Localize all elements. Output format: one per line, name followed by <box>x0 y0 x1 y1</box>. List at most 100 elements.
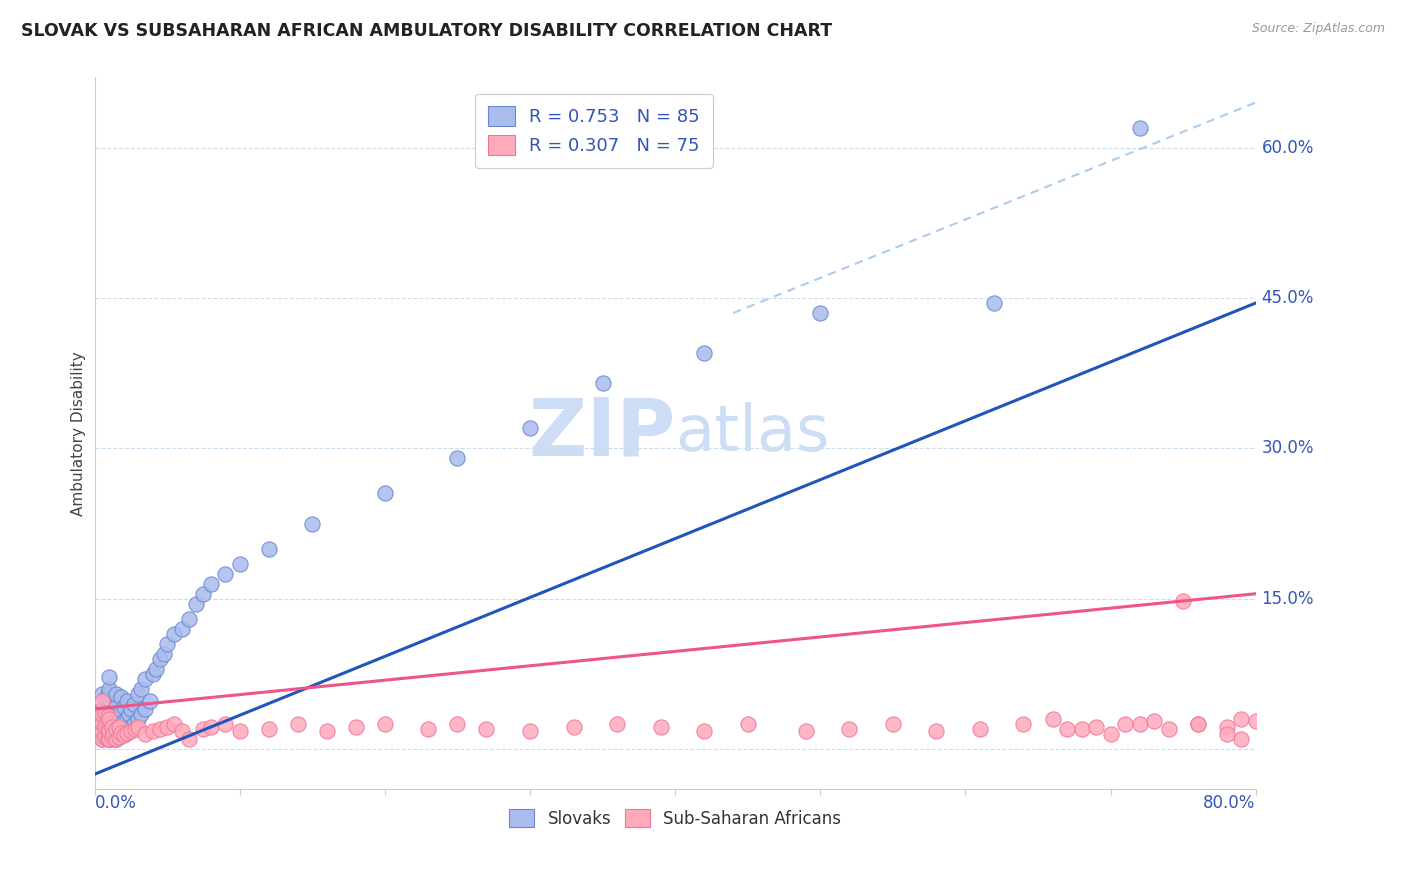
Point <box>90 732 112 747</box>
Point <box>112 728 135 742</box>
Point <box>97 732 120 747</box>
Point <box>737 717 759 731</box>
Point <box>108 720 131 734</box>
Point <box>98 709 121 723</box>
Point <box>134 702 156 716</box>
Point <box>138 694 160 708</box>
Point <box>163 627 186 641</box>
Point <box>153 647 176 661</box>
Point <box>103 727 125 741</box>
Point <box>93 706 115 720</box>
Point <box>120 724 142 739</box>
Point <box>1244 714 1267 728</box>
Point <box>103 720 125 734</box>
Point <box>214 717 236 731</box>
Point <box>110 704 132 718</box>
Point <box>103 706 125 721</box>
Point <box>93 727 115 741</box>
Point <box>97 722 120 736</box>
Point <box>108 720 131 734</box>
Point <box>134 672 156 686</box>
Point <box>519 724 541 739</box>
Point <box>97 687 120 701</box>
Text: atlas: atlas <box>675 402 830 465</box>
Point <box>374 486 396 500</box>
Point <box>127 720 149 734</box>
Text: Source: ZipAtlas.com: Source: ZipAtlas.com <box>1251 22 1385 36</box>
Point <box>1187 717 1209 731</box>
Point <box>110 690 132 704</box>
Point <box>105 700 128 714</box>
Point <box>105 732 128 747</box>
Point <box>650 720 672 734</box>
Point <box>446 717 468 731</box>
Point <box>969 722 991 736</box>
Point <box>93 717 115 731</box>
Point <box>838 722 860 736</box>
Point <box>1056 722 1078 736</box>
Point <box>925 724 948 739</box>
Text: 15.0%: 15.0% <box>1261 590 1315 607</box>
Point <box>90 722 112 736</box>
Point <box>118 722 141 736</box>
Point <box>193 587 215 601</box>
Point <box>177 732 200 747</box>
Point <box>108 706 131 721</box>
Point <box>105 724 128 739</box>
Point <box>134 727 156 741</box>
Point <box>344 720 367 734</box>
Point <box>127 712 149 726</box>
Point <box>97 712 120 726</box>
Point <box>592 376 614 391</box>
Point <box>794 724 817 739</box>
Text: 30.0%: 30.0% <box>1261 440 1315 458</box>
Point <box>1173 593 1195 607</box>
Point <box>98 732 121 747</box>
Point <box>186 597 208 611</box>
Point <box>228 724 250 739</box>
Point <box>142 667 165 681</box>
Point <box>105 722 128 736</box>
Point <box>287 717 309 731</box>
Point <box>475 722 498 736</box>
Point <box>156 720 179 734</box>
Point <box>90 694 112 708</box>
Point <box>98 681 121 696</box>
Point <box>101 732 124 747</box>
Point <box>93 720 115 734</box>
Point <box>170 724 193 739</box>
Text: 60.0%: 60.0% <box>1261 138 1313 157</box>
Text: SLOVAK VS SUBSAHARAN AFRICAN AMBULATORY DISABILITY CORRELATION CHART: SLOVAK VS SUBSAHARAN AFRICAN AMBULATORY … <box>21 22 832 40</box>
Point <box>129 681 152 696</box>
Point <box>1012 717 1035 731</box>
Point <box>101 717 124 731</box>
Point <box>115 694 138 708</box>
Point <box>127 687 149 701</box>
Point <box>519 421 541 435</box>
Point <box>90 702 112 716</box>
Point <box>105 732 128 747</box>
Point <box>1187 717 1209 731</box>
Point <box>112 727 135 741</box>
Point <box>110 717 132 731</box>
Point <box>214 566 236 581</box>
Point <box>1215 720 1237 734</box>
Point <box>112 700 135 714</box>
Text: ZIP: ZIP <box>527 394 675 473</box>
Point <box>110 726 132 740</box>
Point <box>145 662 167 676</box>
Point <box>1215 727 1237 741</box>
Point <box>93 706 115 721</box>
Point <box>606 717 628 731</box>
Point <box>257 722 280 736</box>
Point <box>105 717 128 731</box>
Point <box>124 722 146 736</box>
Point <box>98 724 121 739</box>
Point <box>122 697 145 711</box>
Point <box>301 516 323 531</box>
Point <box>1042 712 1064 726</box>
Point <box>149 652 172 666</box>
Point <box>693 346 716 360</box>
Text: 0.0%: 0.0% <box>94 794 136 813</box>
Point <box>122 717 145 731</box>
